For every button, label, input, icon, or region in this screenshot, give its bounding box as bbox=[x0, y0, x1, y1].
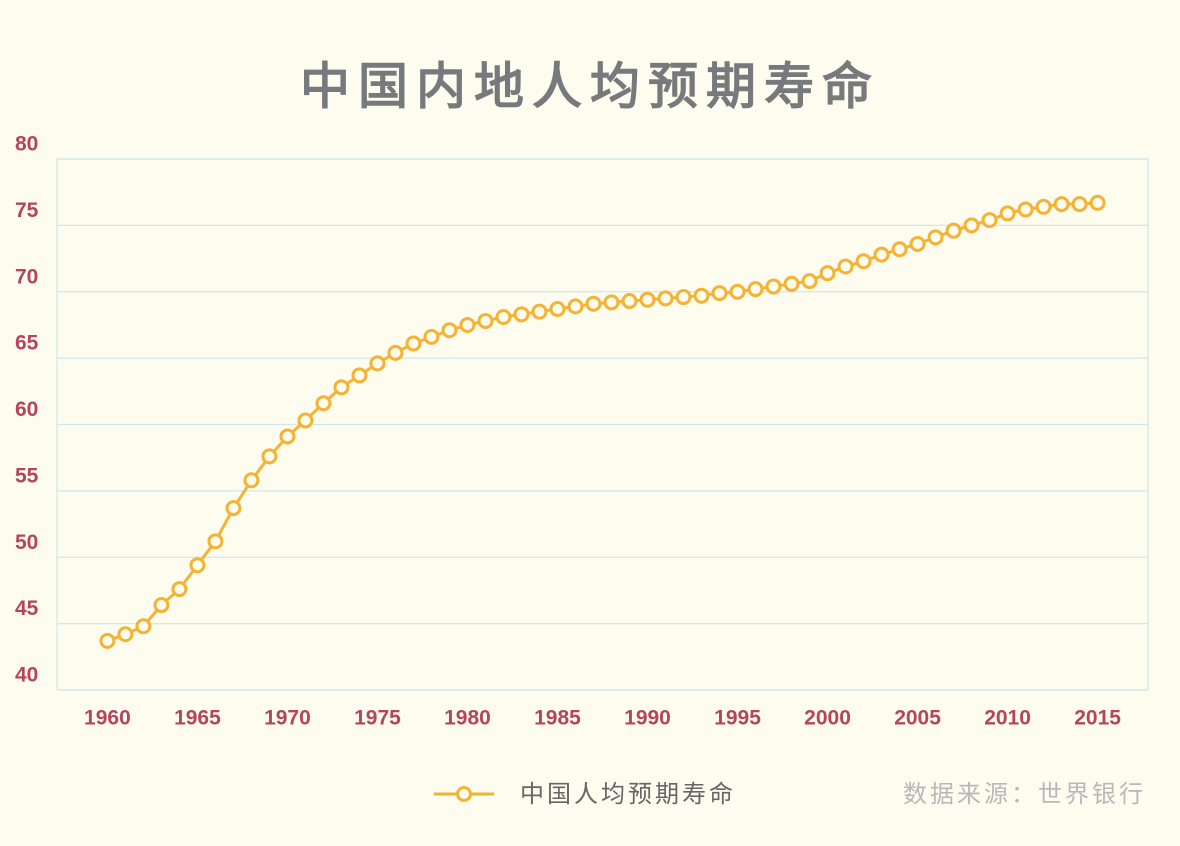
y-tick-label: 50 bbox=[15, 531, 38, 554]
point bbox=[207, 533, 224, 550]
x-tick-label: 2010 bbox=[984, 707, 1031, 730]
point bbox=[999, 205, 1016, 222]
point bbox=[675, 289, 692, 306]
point bbox=[477, 312, 494, 329]
point bbox=[855, 253, 872, 270]
y-tick-label: 65 bbox=[15, 332, 39, 355]
point bbox=[351, 367, 368, 384]
point bbox=[1035, 198, 1052, 215]
point bbox=[513, 306, 530, 323]
point bbox=[459, 316, 476, 333]
point bbox=[1053, 196, 1070, 213]
point bbox=[279, 428, 296, 445]
point bbox=[873, 246, 890, 263]
point bbox=[927, 229, 944, 246]
y-tick-label: 40 bbox=[15, 664, 38, 687]
point bbox=[567, 298, 584, 315]
point bbox=[837, 258, 854, 275]
y-tick-label: 55 bbox=[15, 464, 39, 487]
point bbox=[189, 557, 206, 574]
point bbox=[657, 290, 674, 307]
point bbox=[711, 285, 728, 302]
x-tick-label: 2000 bbox=[804, 707, 851, 730]
point bbox=[243, 472, 260, 489]
point bbox=[315, 395, 332, 412]
y-tick-label: 75 bbox=[15, 199, 39, 222]
point bbox=[783, 275, 800, 292]
y-tick-label: 70 bbox=[15, 265, 38, 288]
chart-title: 中国内地人均预期寿命 bbox=[300, 58, 880, 116]
point bbox=[693, 287, 710, 304]
point bbox=[891, 241, 908, 258]
point bbox=[225, 500, 242, 517]
point bbox=[117, 626, 134, 643]
x-tick-label: 2005 bbox=[894, 707, 941, 730]
point bbox=[387, 344, 404, 361]
y-tick-label: 80 bbox=[15, 133, 38, 156]
x-tick-label: 1965 bbox=[174, 707, 221, 730]
point bbox=[639, 291, 656, 308]
legend-label: 中国人均预期寿命 bbox=[520, 780, 736, 808]
point bbox=[99, 632, 116, 649]
point bbox=[585, 295, 602, 312]
point bbox=[423, 328, 440, 345]
point bbox=[153, 597, 170, 614]
point bbox=[765, 278, 782, 295]
x-tick-label: 1975 bbox=[354, 707, 401, 730]
point bbox=[747, 281, 764, 298]
x-tick-label: 1985 bbox=[534, 707, 581, 730]
point bbox=[441, 322, 458, 339]
point bbox=[405, 335, 422, 352]
point bbox=[945, 222, 962, 239]
point bbox=[1017, 201, 1034, 218]
legend-marker bbox=[456, 786, 472, 802]
source-note: 数据来源：世界银行 bbox=[903, 780, 1146, 808]
x-tick-label: 2015 bbox=[1074, 707, 1121, 730]
point bbox=[495, 308, 512, 325]
plot-border bbox=[56, 158, 1149, 691]
point bbox=[549, 301, 566, 318]
point bbox=[963, 217, 980, 234]
point bbox=[729, 283, 746, 300]
point bbox=[171, 581, 188, 598]
point bbox=[909, 235, 926, 252]
point bbox=[261, 448, 278, 465]
x-tick-label: 1980 bbox=[444, 707, 491, 730]
x-tick-label: 1990 bbox=[624, 707, 671, 730]
point bbox=[603, 294, 620, 311]
point bbox=[369, 355, 386, 372]
x-tick-label: 1970 bbox=[264, 707, 311, 730]
y-tick-label: 45 bbox=[15, 597, 39, 620]
point bbox=[297, 412, 314, 429]
point bbox=[819, 265, 836, 282]
y-tick-label: 60 bbox=[15, 398, 38, 421]
point bbox=[135, 618, 152, 635]
point bbox=[801, 273, 818, 290]
point bbox=[531, 303, 548, 320]
point bbox=[333, 379, 350, 396]
point bbox=[981, 212, 998, 229]
point bbox=[1071, 196, 1088, 213]
point bbox=[621, 293, 638, 310]
x-tick-label: 1995 bbox=[714, 707, 761, 730]
point bbox=[1089, 194, 1106, 211]
x-tick-label: 1960 bbox=[84, 707, 131, 730]
